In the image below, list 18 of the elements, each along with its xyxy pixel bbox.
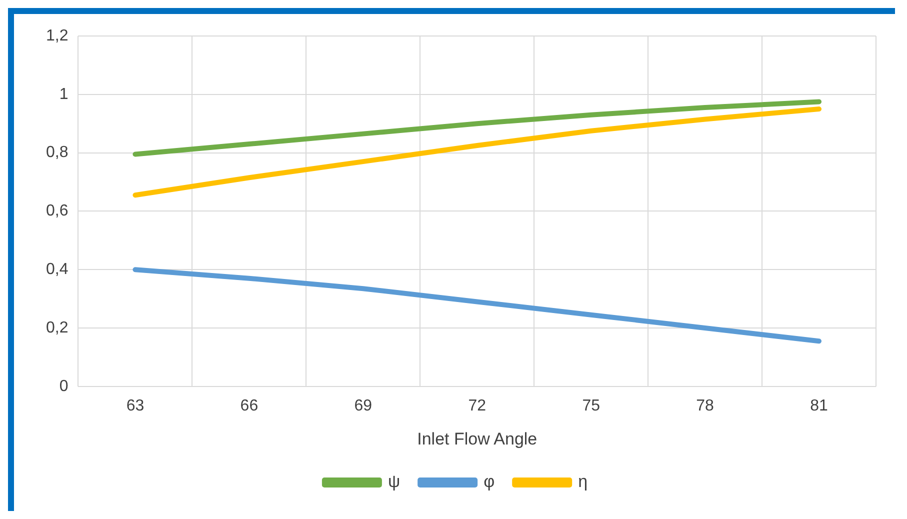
x-tick-label: 75	[582, 397, 600, 414]
x-tick-label: 66	[240, 397, 258, 414]
x-tick-label: 63	[126, 397, 144, 414]
y-tick-label: 1,2	[46, 27, 68, 44]
x-tick-label: 78	[696, 397, 714, 414]
y-tick-label: 1	[59, 86, 68, 103]
legend-label: φ	[484, 472, 495, 492]
x-tick-label: 69	[354, 397, 372, 414]
y-tick-label: 0,4	[46, 261, 68, 278]
x-tick-label: 72	[468, 397, 486, 414]
y-tick-label: 0	[59, 378, 68, 395]
x-axis-title: Inlet Flow Angle	[417, 429, 538, 448]
y-tick-label: 0,6	[46, 202, 68, 220]
y-tick-label: 0,2	[46, 319, 68, 336]
y-tick-label: 0,8	[46, 144, 68, 162]
x-tick-label: 81	[810, 397, 828, 414]
legend-label: η	[578, 472, 588, 492]
legend-label: ψ	[388, 472, 400, 492]
